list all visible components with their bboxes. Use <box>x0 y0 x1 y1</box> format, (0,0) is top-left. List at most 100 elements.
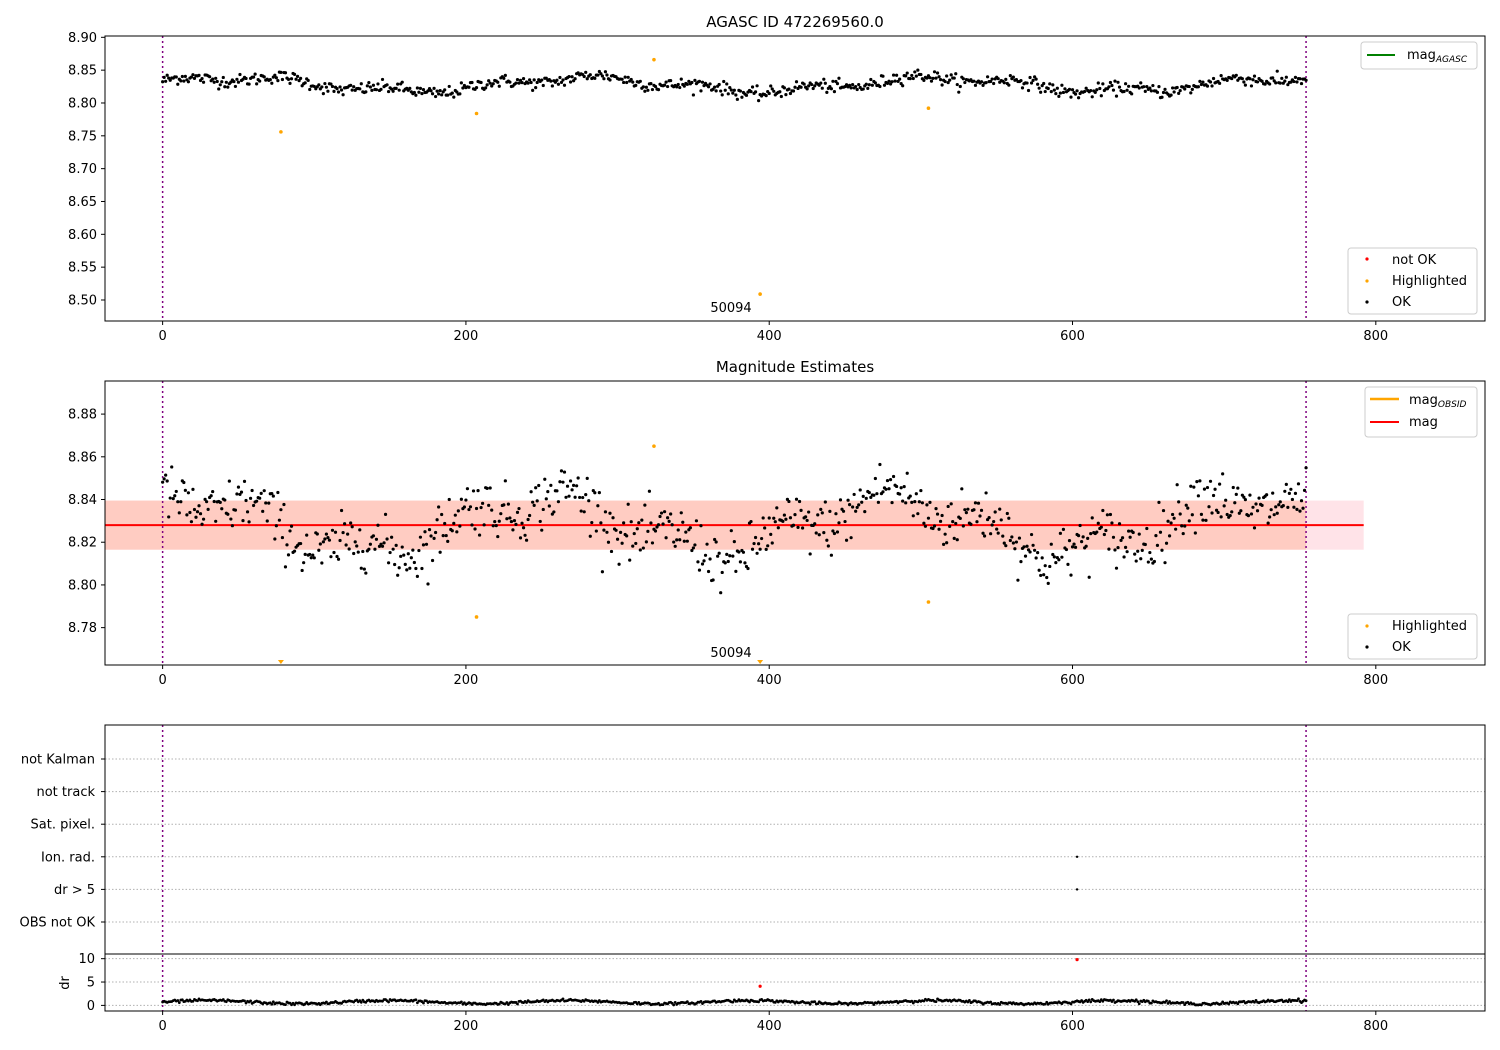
ok-point <box>996 531 1000 535</box>
ok-point <box>942 542 946 546</box>
ok-point <box>640 518 644 522</box>
ok-point <box>559 80 564 85</box>
ok-point <box>1019 78 1023 83</box>
ok-point <box>414 93 418 97</box>
ok-point <box>911 76 915 81</box>
ok-point <box>1013 547 1017 551</box>
ok-point <box>811 86 815 91</box>
ok-point <box>802 82 806 86</box>
ok-point <box>605 530 609 534</box>
ok-point <box>940 513 944 518</box>
ok-point <box>1230 510 1234 514</box>
ok-point <box>913 500 917 504</box>
ok-point <box>963 80 967 85</box>
dr-ok-point <box>561 997 565 1001</box>
ok-point <box>825 90 829 94</box>
ok-point <box>209 494 213 498</box>
ok-point <box>532 78 536 82</box>
ok-point <box>693 543 697 547</box>
ok-point <box>608 511 612 515</box>
ok-point <box>761 516 765 520</box>
ok-point <box>1014 540 1019 544</box>
ok-point <box>1143 542 1147 547</box>
ok-point <box>820 86 824 90</box>
ok-point <box>459 497 463 501</box>
ok-point <box>955 82 959 87</box>
ok-point <box>420 566 424 571</box>
highlighted-point <box>926 106 931 111</box>
ok-point <box>217 87 221 91</box>
ok-point <box>758 547 762 551</box>
ok-point <box>1011 541 1015 545</box>
ok-point <box>755 84 759 88</box>
ok-point <box>201 517 206 521</box>
ok-point <box>805 518 809 523</box>
ok-point <box>261 509 265 513</box>
ok-point <box>376 82 380 86</box>
ok-point <box>493 519 497 524</box>
ok-point <box>602 528 606 532</box>
ok-point <box>791 523 796 527</box>
ok-point <box>346 532 350 536</box>
ok-point <box>1292 79 1296 84</box>
ok-point <box>966 507 970 511</box>
ok-point <box>719 89 723 93</box>
ok-point <box>1211 76 1216 81</box>
ok-point <box>784 93 788 97</box>
ok-point <box>173 494 177 498</box>
ok-point <box>964 511 968 515</box>
ok-point <box>992 81 996 86</box>
ok-point <box>587 499 591 503</box>
ok-point <box>996 77 1000 81</box>
ok-point <box>1178 512 1182 516</box>
highlighted-point <box>474 111 479 116</box>
ok-point <box>888 478 893 482</box>
ok-point <box>729 529 733 533</box>
panel1-x-ticks: 0 200 400 600 800 <box>158 321 1388 344</box>
ok-point <box>929 79 934 83</box>
ok-point <box>524 538 529 542</box>
ok-point <box>503 73 507 77</box>
ok-point <box>276 490 280 495</box>
ok-point <box>323 81 327 86</box>
ok-point <box>1045 575 1049 580</box>
ok-point <box>1286 83 1290 87</box>
ok-point <box>716 554 720 558</box>
ok-point <box>535 499 539 503</box>
ok-point <box>1228 513 1232 518</box>
ok-point <box>531 88 535 92</box>
ok-point <box>1155 543 1160 548</box>
ok-point <box>1042 81 1046 86</box>
ok-point <box>288 81 292 86</box>
ok-point <box>1196 494 1200 498</box>
ok-point <box>364 571 368 575</box>
ok-point <box>838 498 843 502</box>
ok-point <box>552 510 556 514</box>
ok-point <box>335 86 339 91</box>
ok-point <box>731 554 735 558</box>
ok-point <box>453 513 457 517</box>
ok-point <box>358 87 362 91</box>
ok-point <box>596 73 600 77</box>
ok-point <box>303 81 307 85</box>
ok-point <box>349 83 353 87</box>
dr-ok-point <box>1166 1002 1170 1005</box>
ok-point <box>329 82 333 86</box>
ok-point <box>669 78 673 83</box>
ok-point <box>352 85 356 89</box>
ok-point <box>822 531 826 535</box>
ok-point <box>320 561 324 565</box>
ok-point <box>294 77 298 81</box>
ok-point <box>312 556 316 560</box>
ok-point <box>987 516 991 520</box>
ok-point <box>179 500 183 504</box>
ok-point <box>274 76 278 80</box>
ok-point <box>1134 559 1138 563</box>
ok-point <box>975 520 979 524</box>
ok-point <box>910 73 914 78</box>
ok-point <box>437 92 441 96</box>
ok-point <box>241 519 245 523</box>
ok-point <box>1049 90 1053 94</box>
flag-point <box>1075 888 1079 891</box>
panel2-point-legend: Highlighted OK <box>1347 613 1478 660</box>
